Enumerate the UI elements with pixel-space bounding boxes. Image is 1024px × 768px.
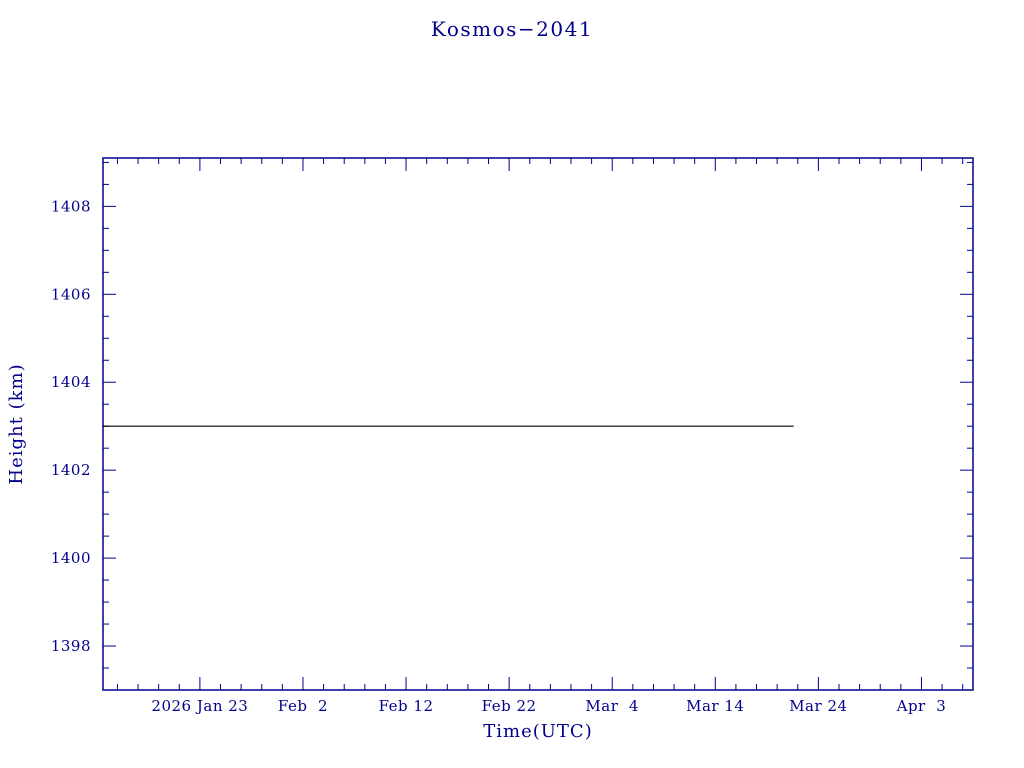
x-tick-label: Feb 12 [379,697,434,715]
y-axis-label: Height (km) [6,363,27,484]
x-tick-label: Feb 2 [278,697,328,715]
x-tick-label: Mar 24 [789,697,847,715]
y-tick-label: 1400 [51,549,91,567]
x-tick-label: Apr 3 [896,697,947,715]
x-tick-label: Mar 4 [585,697,639,715]
chart-title: Kosmos−2041 [431,17,593,41]
x-tick-label: 2026 Jan 23 [151,697,248,715]
x-tick-label: Feb 22 [482,697,537,715]
y-tick-label: 1408 [51,197,91,215]
y-tick-label: 1404 [51,373,91,391]
plot-area: 2026 Jan 23 Feb 2 Feb 12 Feb 22 Mar 4 Mar 14 M… [51,158,973,715]
plot-frame [102,157,974,691]
y-tick-label: 1406 [51,285,91,303]
x-tick-label: Mar 14 [686,697,744,715]
y-tick-label: 1402 [51,461,91,479]
x-axis-label: Time(UTC) [483,721,592,742]
y-tick-label: 1398 [51,637,91,655]
